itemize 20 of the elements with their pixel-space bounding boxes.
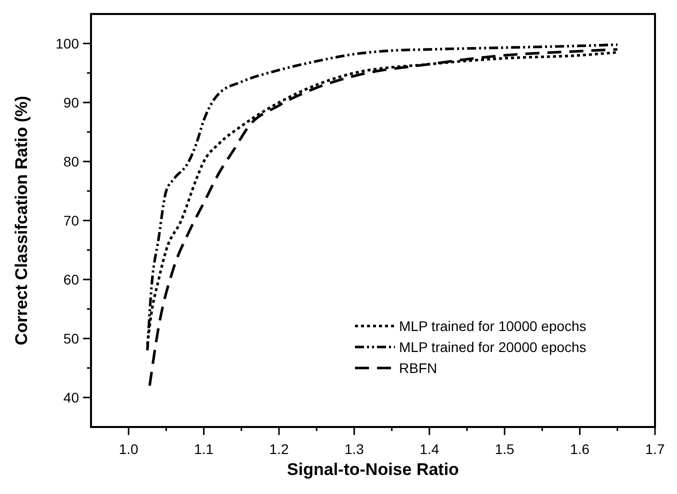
x-tick-label: 1.3 [344,441,364,457]
legend-label: MLP trained for 20000 epochs [399,339,586,355]
x-tick-label: 1.6 [570,441,590,457]
legend-label: MLP trained for 10000 epochs [399,318,586,334]
y-axis-title: Correct Classifcation Ratio (%) [12,96,31,346]
y-tick-label: 80 [63,154,80,170]
legend-label: RBFN [399,360,438,376]
x-tick-label: 1.4 [420,441,440,457]
x-tick-label: 1.0 [118,441,139,457]
x-axis-title: Signal-to-Noise Ratio [287,460,459,479]
y-tick-label: 60 [63,272,80,288]
x-tick-label: 1.1 [194,441,214,457]
y-tick-label: 90 [63,94,80,110]
y-tick-label: 70 [63,212,80,228]
x-tick-label: 1.5 [494,441,515,457]
x-tick-label: 1.2 [269,441,289,457]
y-tick-label: 50 [63,330,80,346]
x-tick-label: 1.7 [645,441,665,457]
y-tick-label: 40 [63,390,80,406]
y-tick-label: 100 [56,36,80,52]
